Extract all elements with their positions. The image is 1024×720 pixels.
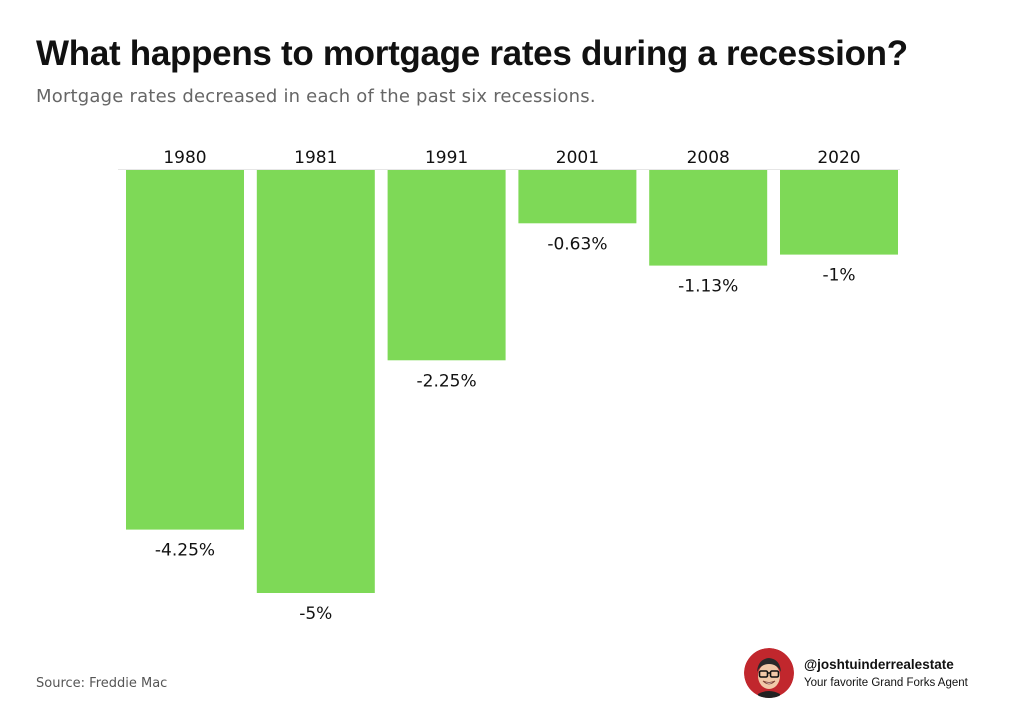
avatar [744,648,794,698]
bar-1980 [126,170,244,530]
value-label-2008: -1.13% [678,277,738,297]
bar-1991 [387,170,506,361]
author-handle: @joshtuinderrealestate [804,657,954,672]
category-label-1991: 1991 [425,148,468,168]
author-tagline: Your favorite Grand Forks Agent [804,677,968,689]
category-label-1980: 1980 [163,148,206,168]
value-label-1980: -4.25% [155,541,215,561]
value-label-1981: -5% [299,604,332,624]
category-label-2008: 2008 [687,148,730,168]
author-badge: @joshtuinderrealestate Your favorite Gra… [744,648,1004,700]
source-note: Source: Freddie Mac [36,676,168,691]
bar-chart: 1980 -4.25% 1981 -5% 1991 -2.25% 2001 -0.63% 200… [118,148,900,624]
bar-1981 [256,170,375,593]
category-label-2020: 2020 [817,148,860,168]
value-label-2020: -1% [822,266,855,286]
avatar-portrait-icon [744,648,794,698]
category-label-1981: 1981 [294,148,337,168]
value-label-1991: -2.25% [417,371,477,391]
category-label-2001: 2001 [556,148,599,168]
chart-subtitle: Mortgage rates decreased in each of the … [36,86,596,107]
bar-2020 [780,170,898,255]
chart-title: What happens to mortgage rates during a … [36,34,908,73]
bar-2001 [518,170,637,224]
value-label-2001: -0.63% [547,234,607,254]
bar-2008 [649,170,768,266]
